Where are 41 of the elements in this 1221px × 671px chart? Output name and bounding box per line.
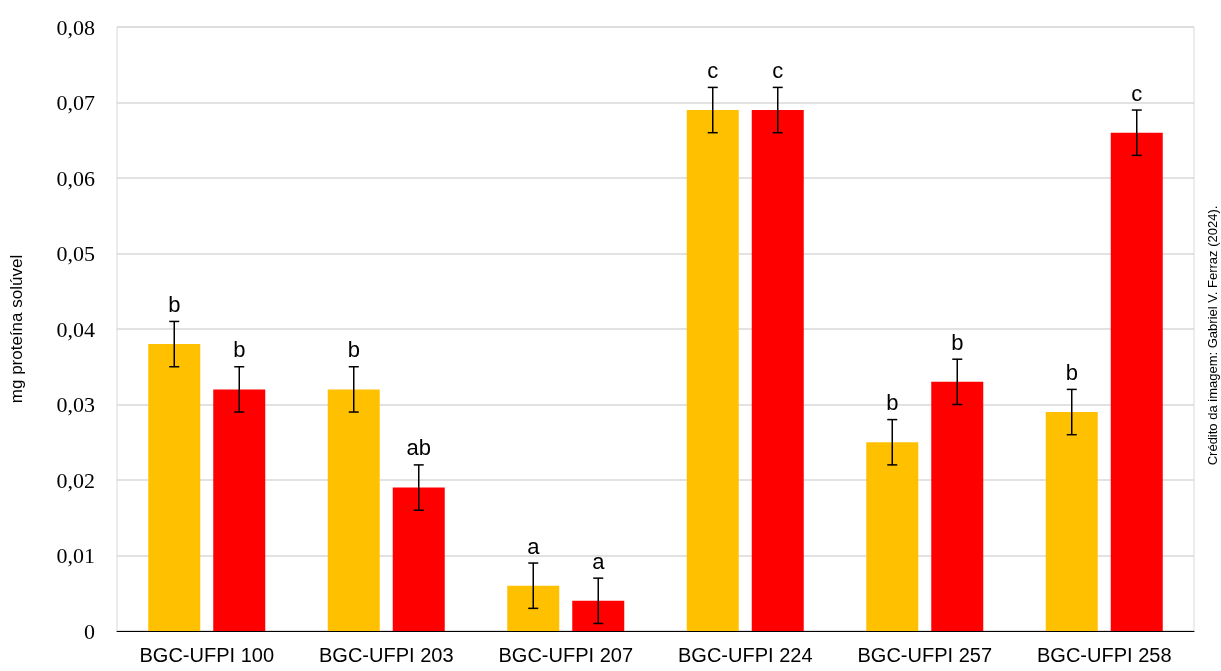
y-axis-title: mg proteína solúvel — [7, 254, 26, 404]
y-tick-label: 0,04 — [56, 316, 95, 342]
data-label: b — [347, 337, 360, 363]
data-label: a — [527, 533, 541, 559]
bar — [751, 110, 804, 631]
bar — [572, 600, 625, 631]
x-tick-label: BGC-UFPI 100 — [139, 644, 274, 666]
bar — [931, 381, 984, 631]
data-label: a — [592, 548, 606, 574]
data-label: c — [1131, 80, 1143, 106]
bar — [1045, 412, 1098, 631]
text: Crédito da imagem: Gabriel V. Ferraz (2024). — [1205, 205, 1220, 466]
data-label: b — [1065, 359, 1078, 385]
data-label: b — [233, 337, 246, 363]
y-tick-label: 0,01 — [56, 543, 95, 568]
bar — [507, 585, 560, 631]
x-tick-label: BGC-UFPI 257 — [857, 644, 992, 666]
data-label: ab — [406, 435, 431, 461]
y-tick-label: 0,08 — [56, 14, 95, 40]
bar — [327, 389, 380, 631]
y-tick-label: 0 — [84, 618, 95, 644]
bar — [392, 487, 445, 631]
y-tick-label: 0,02 — [56, 467, 95, 493]
data-label: c — [772, 57, 784, 83]
y-tick-label: 0,03 — [56, 392, 95, 417]
data-label: c — [707, 57, 719, 83]
data-label: b — [168, 291, 181, 317]
x-tick-label: BGC-UFPI 203 — [319, 644, 454, 666]
x-tick-label: BGC-UFPI 224 — [678, 644, 813, 666]
bar — [866, 442, 919, 631]
data-label: b — [951, 329, 964, 355]
bar — [213, 389, 266, 631]
data-label: b — [886, 390, 899, 416]
y-tick-label: 0,07 — [56, 90, 95, 115]
bar — [148, 344, 201, 631]
y-tick-label: 0,06 — [56, 165, 95, 191]
bar — [686, 110, 739, 631]
y-tick-label: 0,05 — [56, 241, 95, 266]
x-tick-label: BGC-UFPI 258 — [1037, 644, 1172, 666]
bar — [1110, 132, 1163, 631]
x-tick-label: BGC-UFPI 207 — [498, 644, 633, 666]
